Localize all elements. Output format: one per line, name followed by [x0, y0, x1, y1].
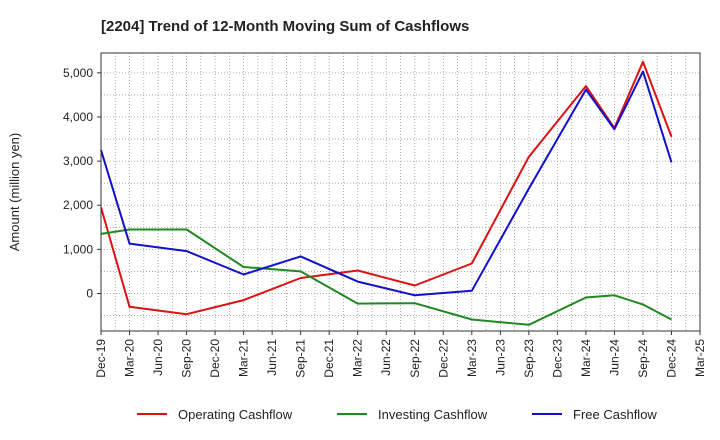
series-line-investing-cashflow: [100, 228, 672, 326]
x-tick-label: Mar-22: [351, 339, 365, 377]
x-axis-ticks: Dec-19 Mar-20 Jun-20 Sep-20 Dec-20 Mar-21 Jun-…: [94, 331, 707, 378]
y-tick-label: 3,000: [63, 154, 93, 168]
x-tick-label: Sep-22: [408, 339, 422, 378]
y-tick-label: 5,000: [63, 66, 93, 80]
x-tick-label: Jun-24: [607, 339, 621, 376]
x-tick-label: Dec-22: [436, 339, 450, 378]
x-tick-label: Sep-24: [636, 339, 650, 378]
x-tick-label: Mar-20: [123, 339, 137, 377]
legend-label: Operating Cashflow: [178, 407, 293, 422]
x-tick-label: Sep-23: [522, 339, 536, 378]
legend-label: Investing Cashflow: [378, 407, 488, 422]
x-tick-label: Dec-21: [322, 339, 336, 378]
series-line-free-cashflow: [100, 70, 673, 297]
x-tick-label: Sep-20: [180, 339, 194, 378]
x-tick-label: Dec-20: [208, 339, 222, 378]
x-tick-label: Mar-24: [579, 339, 593, 377]
x-tick-label: Dec-19: [94, 339, 108, 378]
chart-title: [2204] Trend of 12-Month Moving Sum of C…: [101, 18, 469, 35]
y-axis-ticks: 0 1,000 2,000 3,000 4,000 5,000: [63, 66, 101, 300]
y-tick-label: 0: [86, 286, 93, 300]
x-tick-label: Dec-24: [664, 339, 678, 378]
x-tick-label: Jun-21: [265, 339, 279, 376]
legend: Operating Cashflow Investing Cashflow Free…: [137, 407, 657, 422]
x-tick-label: Jun-20: [151, 339, 165, 376]
y-tick-label: 4,000: [63, 110, 93, 124]
x-tick-label: Sep-21: [294, 339, 308, 378]
x-tick-label: Mar-21: [237, 339, 251, 377]
grid: [101, 53, 700, 331]
series-layer: [100, 60, 673, 326]
x-tick-label: Jun-22: [379, 339, 393, 376]
legend-label: Free Cashflow: [573, 407, 657, 422]
y-tick-label: 1,000: [63, 242, 93, 256]
y-tick-label: 2,000: [63, 198, 93, 212]
x-tick-label: Jun-23: [493, 339, 507, 376]
plot-frame: [100, 52, 701, 332]
x-tick-label: Mar-23: [465, 339, 479, 377]
y-axis-label: Amount (million yen): [7, 133, 22, 252]
x-tick-label: Dec-23: [550, 339, 564, 378]
x-tick-label: Mar-25: [693, 339, 707, 377]
